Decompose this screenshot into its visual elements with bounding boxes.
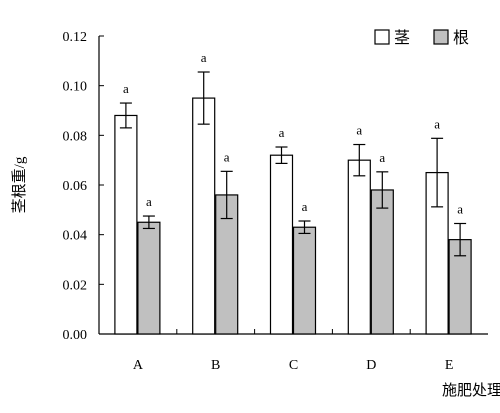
legend-swatch-stem bbox=[374, 29, 390, 45]
y-tick-label-4: 0.08 bbox=[63, 129, 88, 144]
bar-stem-A bbox=[114, 114, 138, 335]
y-tick-label-3: 0.06 bbox=[63, 179, 88, 194]
significance-label-root-A: a bbox=[146, 194, 152, 209]
bar-stem-C bbox=[269, 154, 294, 335]
bar-root-C bbox=[292, 226, 317, 335]
legend: 茎 根 bbox=[374, 29, 469, 47]
bar-root-A bbox=[137, 221, 161, 335]
significance-label-root-B: a bbox=[224, 149, 230, 164]
significance-label-root-D: a bbox=[379, 150, 385, 165]
legend-label-stem: 茎 bbox=[394, 29, 410, 47]
bar-stem-D bbox=[347, 159, 371, 335]
plot-area: 0.00 0.02 0.04 0.06 0.08 0.10 0.12 Aa a Ba a Ca a Da a… bbox=[63, 30, 488, 373]
x-tick-label-E: E bbox=[445, 358, 454, 373]
significance-label-stem-C: a bbox=[279, 125, 285, 140]
x-tick-label-B: B bbox=[211, 358, 220, 373]
x-tick-label-C: C bbox=[289, 358, 298, 373]
y-tick-label-0: 0.00 bbox=[63, 328, 88, 343]
significance-label-stem-B: a bbox=[201, 50, 207, 65]
significance-label-stem-A: a bbox=[123, 81, 129, 96]
legend-swatch-root bbox=[433, 29, 449, 45]
significance-label-root-E: a bbox=[457, 201, 463, 216]
x-axis-title: 施肥处理 bbox=[442, 382, 500, 399]
y-tick-label-2: 0.04 bbox=[63, 229, 88, 244]
y-tick-label-1: 0.02 bbox=[63, 278, 88, 293]
x-tick-label-A: A bbox=[133, 358, 144, 373]
x-tick-label-D: D bbox=[366, 358, 376, 373]
y-tick-label-6: 0.12 bbox=[63, 30, 88, 45]
y-tick-label-5: 0.10 bbox=[63, 80, 88, 95]
significance-label-root-C: a bbox=[302, 199, 308, 214]
bar-root-D bbox=[370, 189, 394, 335]
y-axis-title: 茎根重/g bbox=[11, 156, 28, 213]
bar-stem-B bbox=[192, 97, 216, 335]
significance-label-stem-E: a bbox=[434, 116, 440, 131]
legend-label-root: 根 bbox=[453, 29, 469, 47]
significance-label-stem-D: a bbox=[356, 123, 362, 138]
